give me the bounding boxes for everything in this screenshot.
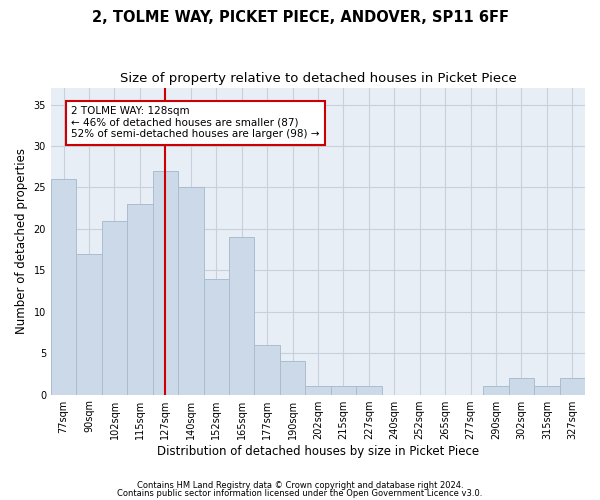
Bar (509, 378, 534, 394)
Bar (178, 188, 203, 394)
Bar (51, 179, 76, 394)
X-axis label: Distribution of detached houses by size in Picket Piece: Distribution of detached houses by size … (157, 444, 479, 458)
Bar (76, 254, 102, 394)
Bar (280, 362, 305, 394)
Bar (560, 378, 585, 394)
Y-axis label: Number of detached properties: Number of detached properties (15, 148, 28, 334)
Bar (152, 171, 178, 394)
Bar (305, 386, 331, 394)
Bar (254, 345, 280, 395)
Bar (356, 386, 382, 394)
Bar (229, 237, 254, 394)
Bar (331, 386, 356, 394)
Title: Size of property relative to detached houses in Picket Piece: Size of property relative to detached ho… (119, 72, 517, 86)
Bar (127, 204, 152, 394)
Text: 2, TOLME WAY, PICKET PIECE, ANDOVER, SP11 6FF: 2, TOLME WAY, PICKET PIECE, ANDOVER, SP1… (91, 10, 509, 25)
Text: Contains HM Land Registry data © Crown copyright and database right 2024.: Contains HM Land Registry data © Crown c… (137, 481, 463, 490)
Text: Contains public sector information licensed under the Open Government Licence v3: Contains public sector information licen… (118, 488, 482, 498)
Bar (483, 386, 509, 394)
Text: 2 TOLME WAY: 128sqm
← 46% of detached houses are smaller (87)
52% of semi-detach: 2 TOLME WAY: 128sqm ← 46% of detached ho… (71, 106, 320, 140)
Bar (534, 386, 560, 394)
Bar (203, 278, 229, 394)
Bar (102, 220, 127, 394)
